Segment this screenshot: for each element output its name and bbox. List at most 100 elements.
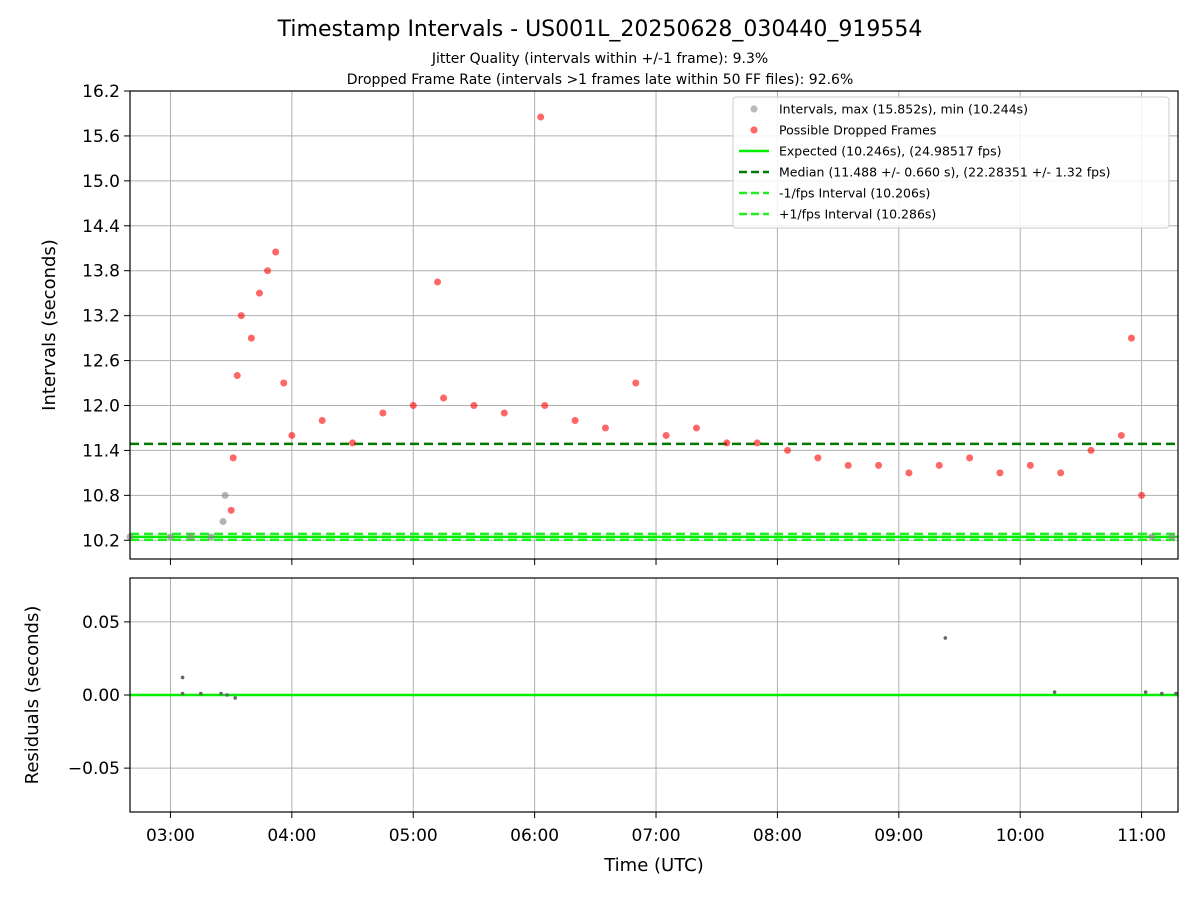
- dropped-frame-point: [470, 401, 478, 409]
- residual-point: [1174, 691, 1178, 696]
- residual-point: [225, 693, 229, 697]
- residuals-y-ticks: 0.05 0.00 −0.05: [68, 613, 130, 779]
- legend-label-minus-fps: -1/fps Interval (10.206s): [779, 186, 930, 201]
- residuals-panel: 0.050.00−0.05 03:00 04:00 05:00 06:00 07:00 0…: [22, 577, 1179, 876]
- dropped-frame-point: [237, 312, 245, 320]
- dropped-frame-point: [814, 454, 822, 462]
- intervals-panel: 10.2 10.8 11.4 12.0 12.6 13.2 13.8 14.4 15.0 15.6…: [39, 82, 1179, 565]
- dropped-frame-point: [280, 379, 288, 387]
- dropped-frame-point: [723, 439, 731, 447]
- residual-point: [233, 696, 238, 700]
- dropped-frame-point: [227, 506, 235, 514]
- dropped-frame-point: [409, 401, 417, 409]
- intervals-points: [126, 113, 1176, 541]
- dropped-frame-point: [784, 446, 792, 454]
- intervals-y-ticks: 10.2 10.8 11.4 12.0 12.6 13.2 13.8 14.4 15.0 15.6…: [82, 82, 130, 551]
- dropped-frame-point: [500, 409, 508, 417]
- dropped-frame-point: [434, 278, 442, 286]
- dropped-frame-point: [601, 424, 609, 432]
- y-tick-label: 15.0: [82, 172, 120, 192]
- residual-point: [1052, 690, 1057, 694]
- y-tick-label: 16.2: [82, 82, 120, 102]
- interval-point: [1148, 533, 1156, 541]
- y-tick-label: 14.4: [82, 217, 120, 237]
- dropped-frame-point: [318, 416, 326, 424]
- y-tick-label: 13.2: [82, 307, 120, 327]
- legend-entry-median: Median (11.488 +/- 0.660 s), (22.28351 +…: [739, 165, 1110, 180]
- y-tick-label: −0.05: [68, 759, 120, 779]
- dropped-frame-point: [1026, 461, 1034, 469]
- interval-point: [219, 518, 227, 526]
- residuals-x-ticks: 03:00 04:00 05:00 06:00 07:00 08:00 09:00 10:00…: [146, 812, 1166, 846]
- x-tick-label: 07:00: [632, 826, 681, 846]
- y-tick-label: 10.2: [82, 531, 120, 551]
- dropped-frame-point: [255, 289, 263, 297]
- x-tick-label: 11:00: [1117, 826, 1166, 846]
- legend-label-plus-fps: +1/fps Interval (10.286s): [779, 207, 936, 222]
- residual-point: [1160, 691, 1164, 696]
- dropped-frame-point: [440, 394, 448, 402]
- legend-frame: [732, 96, 1170, 229]
- residuals-points: [180, 636, 1178, 700]
- dropped-frame-point: [844, 461, 852, 469]
- y-tick-label: 11.4: [82, 441, 120, 461]
- legend-marker-dropped: [750, 126, 758, 134]
- interval-point: [221, 491, 229, 499]
- dropped-frame-point: [692, 424, 700, 432]
- intervals-reference-lines: [130, 442, 1178, 542]
- y-tick-label: 10.8: [82, 486, 120, 506]
- dropped-frame-point: [349, 439, 357, 447]
- legend-label-intervals: Intervals, max (15.852s), min (10.244s): [779, 102, 1028, 117]
- dropped-frame-point: [379, 409, 387, 417]
- dropped-frame-point: [1127, 334, 1135, 342]
- dropped-frame-point: [1057, 469, 1065, 477]
- dropped-frame-point: [264, 267, 272, 275]
- legend-label-median: Median (11.488 +/- 0.660 s), (22.28351 +…: [779, 165, 1110, 180]
- intervals-axes-frame: [129, 90, 1179, 560]
- chart-title: Timestamp Intervals - US001L_20250628_03…: [277, 17, 923, 42]
- dropped-frame-point: [247, 334, 255, 342]
- x-tick-label: 05:00: [389, 826, 438, 846]
- dropped-frame-point: [233, 372, 241, 380]
- y-tick-label: 0.05: [82, 613, 120, 633]
- legend-label-expected: Expected (10.246s), (24.98517 fps): [779, 144, 1001, 159]
- dropped-frame-point: [966, 454, 974, 462]
- dropped-frame-point: [632, 379, 640, 387]
- dropped-frame-point: [272, 248, 280, 256]
- chart-subtitle-jitter: Jitter Quality (intervals within +/-1 fr…: [431, 51, 768, 67]
- legend-entry-minus-fps: -1/fps Interval (10.206s): [739, 186, 930, 201]
- dropped-frame-point: [875, 461, 883, 469]
- legend-entry-plus-fps: +1/fps Interval (10.286s): [739, 207, 936, 222]
- residual-point: [180, 675, 185, 680]
- chart-subtitle-dropped: Dropped Frame Rate (intervals >1 frames …: [347, 72, 854, 88]
- residual-point: [1143, 690, 1148, 694]
- interval-point: [166, 533, 174, 541]
- y-tick-label: 12.0: [82, 396, 120, 416]
- dropped-frame-point: [1117, 431, 1125, 439]
- residual-point: [219, 691, 223, 696]
- dropped-frame-point: [1087, 446, 1095, 454]
- legend-entry-dropped: Possible Dropped Frames: [750, 123, 936, 138]
- intervals-x-ticks: [169, 559, 1143, 565]
- dropped-frame-point: [571, 416, 579, 424]
- legend-entry-intervals: Intervals, max (15.852s), min (10.244s): [750, 102, 1028, 117]
- legend-label-dropped: Possible Dropped Frames: [779, 123, 936, 138]
- x-tick-label: 08:00: [753, 826, 802, 846]
- dropped-frame-point: [288, 431, 296, 439]
- x-tick-label: 10:00: [996, 826, 1045, 846]
- legend-marker-intervals: [750, 105, 758, 113]
- intervals-y-label: Intervals (seconds): [39, 239, 60, 411]
- interval-point: [1168, 533, 1176, 541]
- dropped-frame-point: [905, 469, 913, 477]
- y-tick-label: 12.6: [82, 352, 120, 372]
- dropped-frame-point: [541, 401, 549, 409]
- legend: Intervals, max (15.852s), min (10.244s) …: [732, 96, 1170, 229]
- dropped-frame-point: [996, 469, 1004, 477]
- dropped-frame-point: [229, 454, 237, 462]
- legend-entry-expected: Expected (10.246s), (24.98517 fps): [739, 144, 1001, 159]
- residual-point: [943, 636, 948, 640]
- residual-point: [180, 691, 185, 696]
- dropped-frame-point: [935, 461, 943, 469]
- x-tick-label: 09:00: [874, 826, 923, 846]
